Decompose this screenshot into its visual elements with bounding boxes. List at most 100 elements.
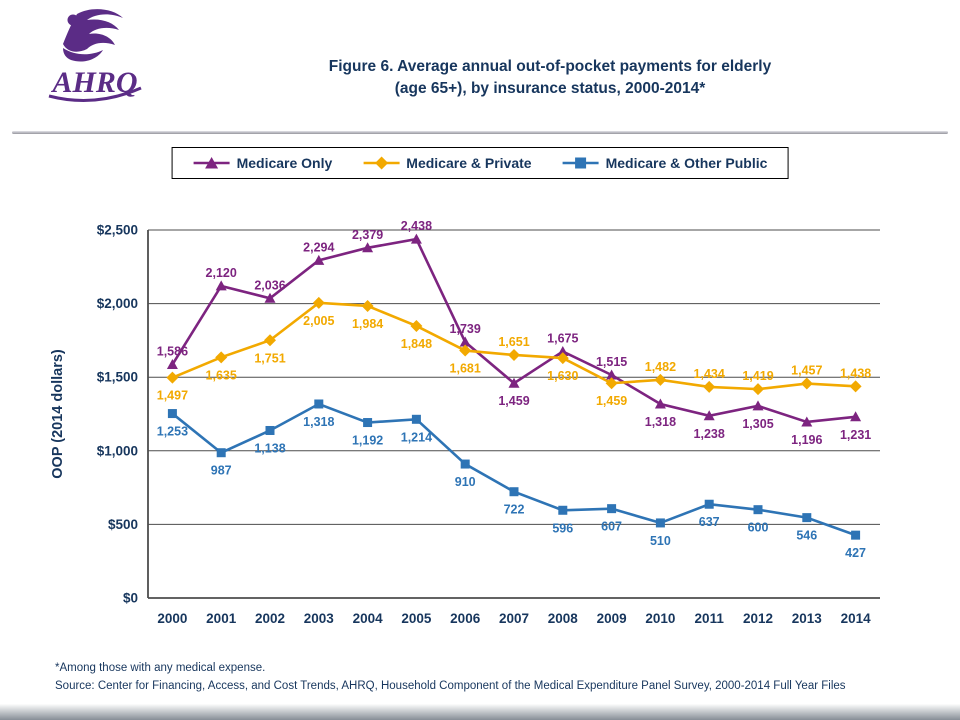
y-tick-label: $0 (123, 591, 138, 606)
data-label: 1,675 (547, 331, 578, 345)
square-marker-icon (562, 157, 599, 169)
data-point-marker (508, 348, 520, 361)
data-label: 1,438 (840, 366, 871, 380)
data-point-marker (800, 377, 813, 390)
triangle-marker-icon (193, 157, 230, 169)
y-axis-title: OOP (2014 dollars) (50, 349, 66, 479)
data-point-marker (607, 504, 617, 514)
data-point-marker (703, 410, 715, 421)
x-tick-label: 2004 (353, 611, 384, 626)
data-label: 1,751 (254, 351, 285, 365)
header-divider (12, 131, 948, 134)
data-label: 607 (601, 520, 622, 534)
x-tick-label: 2014 (841, 611, 872, 626)
data-point-marker (556, 352, 569, 365)
x-tick-label: 2005 (401, 611, 432, 626)
data-label: 1,196 (791, 433, 822, 447)
data-label: 1,630 (547, 369, 578, 383)
data-label: 546 (796, 529, 817, 543)
x-tick-label: 2008 (548, 611, 579, 626)
data-label: 637 (699, 515, 720, 529)
title-line-2: (age 65+), by insurance status, 2000-201… (394, 79, 706, 97)
x-tick-label: 2000 (157, 611, 187, 626)
data-point-marker (264, 292, 276, 303)
data-label: 1,318 (303, 415, 334, 429)
data-point-marker (654, 373, 667, 386)
data-point-marker (654, 398, 666, 409)
data-point-marker (850, 411, 862, 422)
data-label: 1,138 (254, 441, 285, 455)
x-tick-label: 2013 (792, 611, 823, 626)
data-label: 1,238 (694, 427, 725, 441)
legend-item-medicare-other-public: Medicare & Other Public (562, 155, 767, 171)
data-point-marker (802, 513, 812, 523)
data-point-marker (655, 518, 665, 528)
data-label: 1,214 (401, 430, 432, 444)
data-point-marker (361, 299, 374, 312)
data-point-marker (704, 499, 714, 509)
data-point-marker (606, 369, 618, 380)
data-point-marker (363, 418, 373, 428)
data-label: 1,457 (791, 364, 822, 378)
data-label: 2,005 (303, 314, 334, 328)
data-point-marker (410, 319, 423, 332)
x-tick-label: 2011 (695, 611, 725, 626)
data-point-marker (215, 280, 227, 291)
data-label: 596 (552, 521, 573, 535)
data-point-marker (558, 505, 568, 515)
x-tick-label: 2010 (645, 611, 675, 626)
legend-item-medicare-only: Medicare Only (193, 155, 333, 171)
ahrq-logo-swoosh (48, 86, 142, 102)
agency-logo: AHRQ (40, 4, 150, 113)
data-label: 600 (748, 521, 769, 535)
y-tick-label: $2,000 (97, 296, 138, 311)
data-point-marker (265, 425, 275, 435)
data-label: 1,434 (694, 367, 725, 381)
data-point-marker (312, 296, 325, 309)
data-label: 1,305 (742, 417, 773, 431)
footnote-note: *Among those with any medical expense. (55, 662, 266, 675)
data-point-marker (411, 414, 421, 424)
data-point-marker (410, 233, 422, 244)
data-label: 2,294 (303, 240, 334, 254)
x-tick-label: 2002 (255, 611, 285, 626)
data-label: 1,515 (596, 355, 627, 369)
data-point-marker (362, 242, 374, 253)
data-point-marker (508, 377, 520, 388)
data-label: 1,681 (450, 362, 481, 376)
data-point-marker (851, 530, 861, 540)
data-label: 1,482 (645, 360, 676, 374)
x-tick-label: 2012 (743, 611, 773, 626)
data-point-marker (314, 399, 324, 409)
data-point-marker (459, 336, 471, 347)
data-label: 1,231 (840, 428, 871, 442)
data-label: 910 (455, 475, 476, 489)
data-point-marker (703, 380, 716, 393)
data-label: 2,120 (206, 266, 237, 280)
data-point-marker (849, 380, 862, 393)
data-point-marker (460, 459, 470, 469)
data-point-marker (167, 409, 177, 419)
legend-label: Medicare Only (236, 155, 333, 171)
data-label: 2,036 (254, 278, 285, 292)
bottom-gradient-bar (0, 704, 960, 720)
chart: $0 $500 $1,000 $1,500 $2,000 $2,500 2000 2001 20… (0, 205, 960, 665)
data-point-marker (166, 371, 179, 384)
data-label: 427 (845, 546, 866, 560)
data-point-marker (605, 377, 618, 390)
data-label: 2,379 (352, 228, 383, 242)
legend-label: Medicare & Private (406, 155, 532, 171)
data-label: 1,848 (401, 337, 432, 351)
data-label: 1,459 (596, 394, 627, 408)
data-point-marker (215, 351, 228, 364)
data-point-marker (459, 344, 472, 357)
line-chart: $0 $500 $1,000 $1,500 $2,000 $2,500 2000 2001 20… (50, 219, 880, 626)
x-tick-label: 2003 (304, 611, 335, 626)
data-point-marker (557, 345, 569, 356)
data-label: 1,318 (645, 415, 676, 429)
data-point-marker (752, 400, 764, 411)
title-line-1: Figure 6. Average annual out-of-pocket p… (328, 58, 772, 75)
page-title: Figure 6. Average annual out-of-pocket p… (175, 56, 925, 99)
data-label: 1,984 (352, 317, 383, 331)
diamond-marker-icon (363, 156, 400, 170)
